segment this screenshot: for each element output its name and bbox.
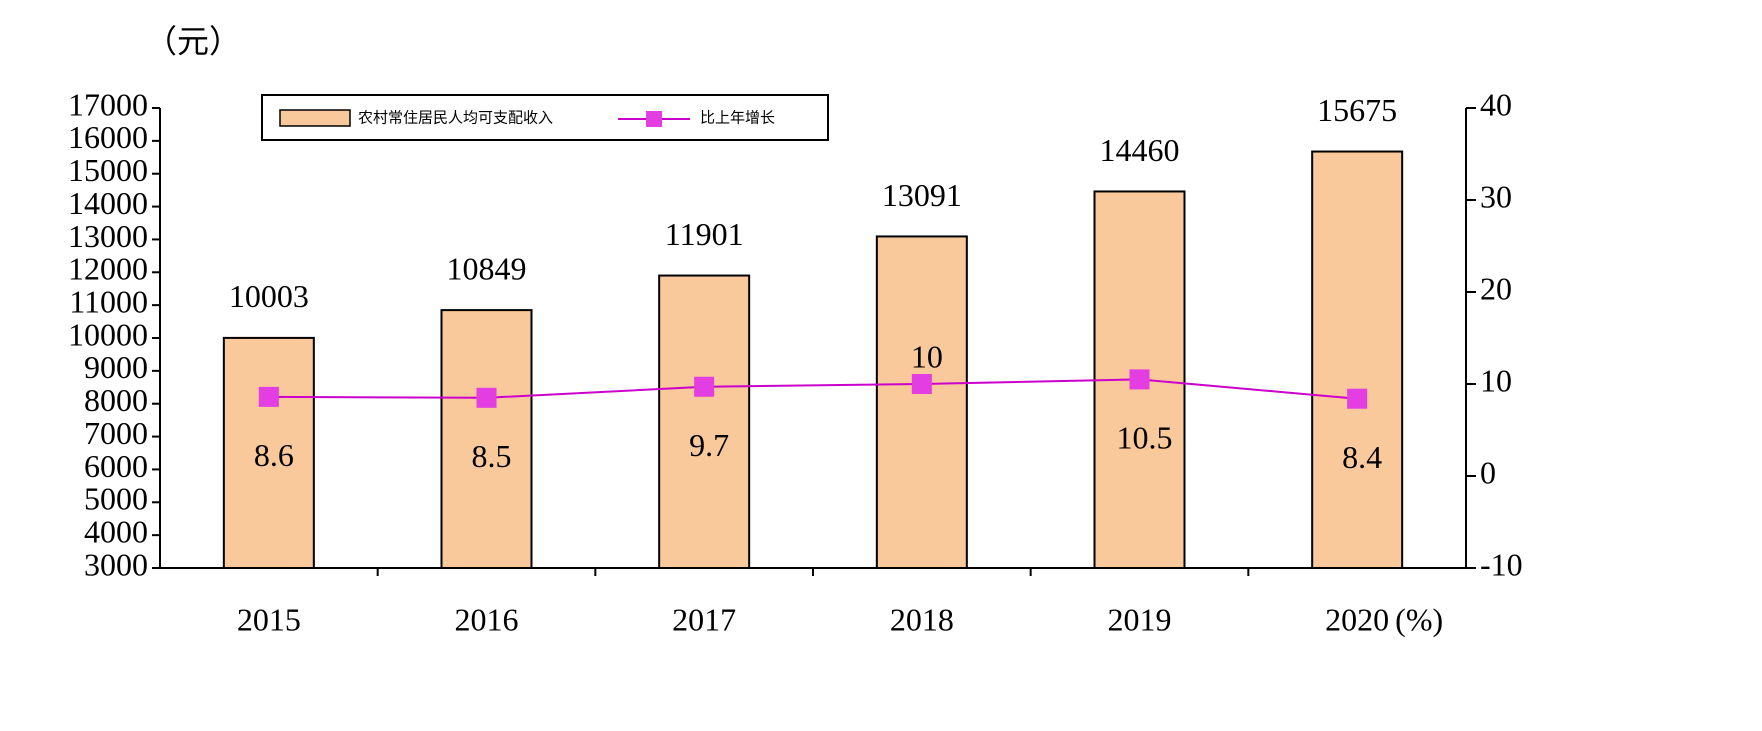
line-value-label: 10 xyxy=(911,338,943,374)
x-tick-label: 2017 xyxy=(672,601,736,637)
bar-value-label: 13091 xyxy=(882,177,962,213)
y-tick-label: 16000 xyxy=(68,119,148,155)
bar xyxy=(440,309,533,569)
y-axis-label: （元） xyxy=(145,23,241,59)
bar xyxy=(222,336,315,569)
y-tick-label: 15000 xyxy=(68,152,148,188)
y2-tick-label: 40 xyxy=(1480,86,1512,122)
x-tick-label: 2015 xyxy=(237,601,301,637)
y-tick-label: 12000 xyxy=(68,251,148,287)
bar-value-label: 11901 xyxy=(665,216,744,252)
line-marker xyxy=(476,387,497,408)
y-tick-label: 14000 xyxy=(68,185,148,221)
legend-marker xyxy=(646,111,662,127)
line-value-label: 9.7 xyxy=(689,427,729,463)
y-tick-label: 10000 xyxy=(68,316,148,352)
y2-tick-label: -10 xyxy=(1480,546,1523,582)
y-tick-label: 4000 xyxy=(84,513,148,549)
y2-axis-label: (%) xyxy=(1395,601,1443,637)
y-tick-label: 9000 xyxy=(84,349,148,385)
line-value-label: 8.5 xyxy=(472,438,512,474)
line-value-label: 10.5 xyxy=(1117,420,1173,456)
y-tick-label: 11000 xyxy=(69,283,148,319)
y-tick-label: 13000 xyxy=(68,218,148,254)
x-tick-label: 2019 xyxy=(1108,601,1172,637)
line-marker xyxy=(911,374,932,394)
y-tick-label: 5000 xyxy=(84,481,148,517)
bar-value-label: 15675 xyxy=(1317,92,1397,128)
line-marker xyxy=(258,386,279,407)
y2-tick-label: 30 xyxy=(1480,178,1512,214)
bar xyxy=(875,235,968,569)
line xyxy=(268,378,1358,400)
x-tick-label: 2018 xyxy=(890,601,954,637)
y2-tick-label: 0 xyxy=(1480,454,1496,490)
y-tick-label: 8000 xyxy=(84,382,148,418)
line-value-label: 8.4 xyxy=(1342,439,1382,475)
line-marker xyxy=(694,376,715,397)
bar-value-label: 10849 xyxy=(447,250,527,286)
legend-box xyxy=(261,94,829,141)
line-marker xyxy=(1129,369,1150,390)
x-tick-label: 2020 xyxy=(1325,601,1389,637)
legend-text: 比上年增长 xyxy=(700,109,775,126)
bar-value-label: 14460 xyxy=(1100,132,1180,168)
x-tick-label: 2016 xyxy=(455,601,519,637)
line-marker xyxy=(1347,388,1368,409)
y-tick-label: 7000 xyxy=(84,415,148,451)
bar-value-label: 10003 xyxy=(229,278,309,314)
legend-text: 农村常住居民人均可支配收入 xyxy=(358,109,553,126)
y-tick-label: 3000 xyxy=(84,546,148,582)
y-tick-label: 17000 xyxy=(68,86,148,122)
bar xyxy=(1311,150,1404,570)
bar xyxy=(658,274,751,569)
y2-tick-label: 20 xyxy=(1480,270,1512,306)
line-value-label: 8.6 xyxy=(254,437,294,473)
y-tick-label: 6000 xyxy=(84,448,148,484)
legend-swatch xyxy=(279,109,351,127)
y2-tick-label: 10 xyxy=(1480,362,1512,398)
